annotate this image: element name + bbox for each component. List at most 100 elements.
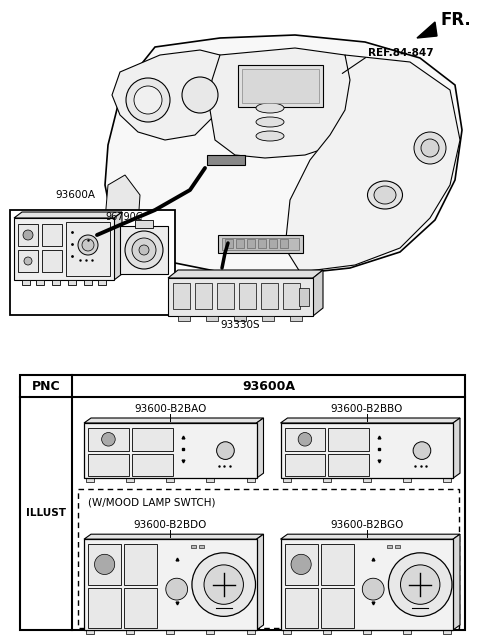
Circle shape bbox=[204, 565, 243, 604]
Bar bbox=[225, 239, 233, 248]
Bar bbox=[283, 630, 290, 634]
Bar bbox=[280, 539, 453, 630]
Bar bbox=[68, 280, 76, 285]
Bar bbox=[236, 239, 244, 248]
Polygon shape bbox=[417, 22, 437, 38]
Polygon shape bbox=[285, 55, 460, 272]
Bar bbox=[42, 224, 62, 246]
Bar bbox=[173, 283, 190, 309]
Polygon shape bbox=[114, 212, 122, 280]
Bar bbox=[328, 453, 369, 476]
Bar bbox=[42, 250, 62, 272]
Bar bbox=[283, 478, 290, 482]
Polygon shape bbox=[112, 50, 225, 140]
Bar bbox=[242, 69, 319, 103]
Text: 93600A: 93600A bbox=[55, 190, 95, 200]
Bar bbox=[387, 545, 393, 548]
Bar bbox=[98, 280, 106, 285]
Bar bbox=[321, 588, 354, 628]
Circle shape bbox=[414, 132, 446, 164]
Bar bbox=[443, 630, 451, 634]
Bar bbox=[126, 630, 134, 634]
Bar bbox=[222, 238, 299, 250]
Text: 93600-B2BGO: 93600-B2BGO bbox=[330, 520, 403, 530]
Circle shape bbox=[216, 442, 234, 460]
Bar bbox=[124, 544, 157, 584]
Ellipse shape bbox=[368, 181, 403, 209]
Ellipse shape bbox=[256, 103, 284, 113]
Bar bbox=[126, 478, 134, 482]
Circle shape bbox=[413, 442, 431, 460]
Bar bbox=[285, 544, 318, 584]
Circle shape bbox=[126, 78, 170, 122]
Text: (W/MOOD LAMP SWTCH): (W/MOOD LAMP SWTCH) bbox=[88, 497, 216, 507]
Bar bbox=[124, 588, 157, 628]
Circle shape bbox=[182, 77, 218, 113]
Polygon shape bbox=[453, 534, 460, 630]
Bar bbox=[84, 539, 256, 630]
Bar bbox=[280, 239, 288, 248]
Bar bbox=[10, 210, 175, 315]
Polygon shape bbox=[280, 534, 460, 539]
Text: 96790C: 96790C bbox=[105, 212, 143, 222]
Bar bbox=[396, 545, 400, 548]
Polygon shape bbox=[14, 212, 122, 218]
Bar bbox=[22, 280, 30, 285]
Polygon shape bbox=[105, 35, 462, 275]
Circle shape bbox=[362, 578, 384, 600]
Circle shape bbox=[82, 239, 94, 251]
Bar bbox=[285, 453, 325, 476]
Text: REF.84-847: REF.84-847 bbox=[368, 48, 433, 58]
Bar bbox=[66, 222, 110, 276]
Bar bbox=[323, 630, 331, 634]
Bar bbox=[247, 630, 254, 634]
Bar bbox=[88, 428, 129, 451]
Polygon shape bbox=[168, 270, 323, 278]
Bar bbox=[247, 239, 255, 248]
Bar bbox=[217, 283, 234, 309]
Circle shape bbox=[125, 231, 163, 269]
Bar bbox=[258, 239, 266, 248]
Ellipse shape bbox=[374, 186, 396, 204]
Circle shape bbox=[291, 554, 311, 574]
Bar bbox=[206, 316, 218, 321]
Circle shape bbox=[23, 230, 33, 240]
Bar bbox=[195, 283, 212, 309]
Text: 93330S: 93330S bbox=[220, 320, 260, 330]
Bar bbox=[191, 545, 196, 548]
Text: ILLUST: ILLUST bbox=[26, 509, 66, 518]
Bar bbox=[321, 544, 354, 584]
Bar bbox=[52, 280, 60, 285]
Circle shape bbox=[24, 257, 32, 265]
Bar bbox=[262, 316, 274, 321]
Bar bbox=[14, 218, 114, 280]
Bar bbox=[18, 224, 38, 246]
Bar bbox=[280, 423, 453, 478]
Bar bbox=[166, 630, 174, 634]
Bar bbox=[199, 545, 204, 548]
Bar bbox=[178, 316, 190, 321]
Bar bbox=[132, 453, 173, 476]
Bar bbox=[290, 316, 302, 321]
Bar bbox=[285, 588, 318, 628]
Polygon shape bbox=[280, 418, 460, 423]
Bar bbox=[323, 478, 331, 482]
Bar bbox=[443, 478, 451, 482]
Bar bbox=[88, 453, 129, 476]
Circle shape bbox=[388, 553, 452, 617]
Bar bbox=[363, 630, 371, 634]
Circle shape bbox=[421, 139, 439, 157]
Bar bbox=[18, 250, 38, 272]
Circle shape bbox=[102, 433, 115, 446]
Text: 93600A: 93600A bbox=[242, 379, 295, 392]
Circle shape bbox=[298, 433, 312, 446]
Circle shape bbox=[166, 578, 188, 600]
Bar bbox=[84, 423, 256, 478]
Polygon shape bbox=[84, 534, 264, 539]
Circle shape bbox=[139, 245, 149, 255]
Bar bbox=[84, 280, 92, 285]
Bar bbox=[168, 278, 313, 316]
Polygon shape bbox=[210, 48, 355, 158]
Bar bbox=[403, 478, 411, 482]
Bar bbox=[285, 428, 325, 451]
